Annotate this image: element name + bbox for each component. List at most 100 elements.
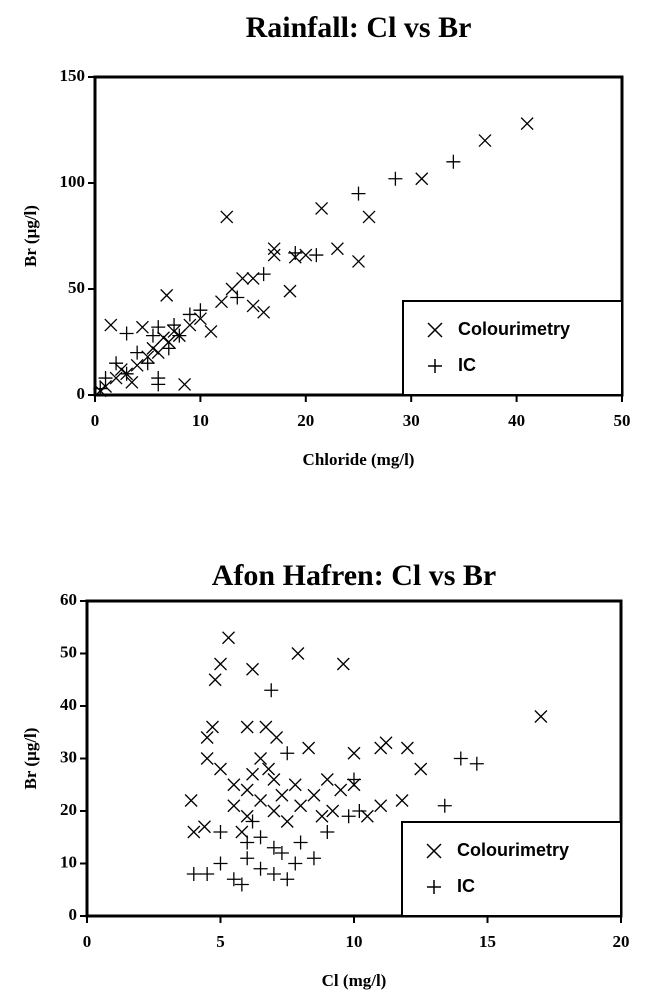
legend-marker: [427, 322, 443, 338]
marker: [253, 861, 268, 876]
marker: [119, 326, 134, 341]
marker: [214, 762, 227, 776]
marker: [204, 324, 218, 338]
marker: [140, 356, 155, 371]
marker: [360, 809, 374, 823]
marker: [266, 867, 281, 881]
marker: [235, 825, 249, 839]
y-axis-label: Br (µg/l): [21, 205, 40, 267]
marker: [341, 809, 356, 824]
marker: [267, 773, 281, 786]
marker: [109, 356, 124, 371]
legend-label: Colourimetry: [458, 319, 570, 339]
marker: [183, 318, 197, 332]
legend-label: IC: [458, 355, 476, 375]
marker: [125, 375, 139, 389]
marker: [352, 254, 365, 268]
marker: [280, 815, 294, 828]
legend-marker: [428, 359, 442, 373]
x-tick-label: 20: [613, 932, 630, 951]
marker: [187, 825, 201, 839]
marker: [225, 282, 239, 296]
y-tick-label: 60: [60, 590, 77, 609]
marker: [283, 284, 297, 298]
marker: [98, 371, 113, 386]
y-tick-label: 0: [69, 905, 78, 924]
marker: [246, 767, 259, 781]
y-tick-label: 10: [60, 852, 77, 871]
marker: [220, 210, 234, 224]
marker: [262, 762, 276, 776]
marker: [130, 358, 144, 372]
marker: [388, 171, 403, 186]
y-tick-label: 100: [60, 172, 86, 191]
marker: [253, 830, 268, 845]
marker: [299, 248, 313, 262]
marker: [200, 731, 214, 744]
y-tick-label: 20: [60, 800, 77, 819]
marker: [254, 794, 268, 807]
marker: [198, 820, 211, 834]
marker: [184, 794, 198, 807]
marker: [326, 804, 340, 818]
marker: [93, 381, 108, 396]
marker: [302, 741, 316, 755]
marker: [193, 303, 208, 318]
x-tick-label: 5: [216, 932, 225, 951]
marker: [257, 305, 271, 319]
marker: [227, 778, 241, 792]
marker: [99, 380, 112, 393]
marker: [130, 345, 145, 360]
marker: [246, 662, 259, 676]
marker: [240, 783, 254, 797]
marker: [288, 856, 303, 871]
marker: [280, 746, 295, 761]
x-axis-label: Chloride (mg/l): [303, 450, 415, 469]
marker: [374, 799, 388, 813]
marker: [135, 320, 149, 334]
marker: [213, 825, 228, 839]
x-tick-label: 20: [297, 411, 314, 430]
y-tick-label: 50: [60, 642, 77, 661]
marker: [414, 762, 428, 776]
marker: [415, 172, 429, 186]
y-tick-label: 50: [68, 278, 85, 297]
legend-marker: [427, 880, 441, 894]
marker: [240, 720, 254, 734]
marker: [437, 798, 452, 813]
legend-marker: [426, 843, 442, 859]
marker: [306, 851, 321, 866]
plot-frame: [93, 75, 624, 397]
y-tick-label: 40: [60, 695, 77, 714]
marker: [288, 778, 302, 792]
x-tick-label: 0: [91, 411, 100, 430]
marker: [266, 840, 281, 855]
y-tick-label: 150: [60, 66, 86, 85]
marker: [151, 371, 166, 386]
marker: [520, 117, 534, 131]
marker: [236, 271, 250, 285]
x-tick-label: 15: [479, 932, 496, 951]
marker: [222, 631, 235, 645]
marker: [534, 710, 548, 723]
marker: [275, 788, 289, 802]
marker: [330, 242, 344, 256]
marker: [347, 746, 361, 760]
marker: [395, 794, 409, 807]
marker: [151, 320, 166, 335]
marker: [230, 290, 245, 305]
marker: [291, 647, 305, 660]
marker: [186, 867, 201, 881]
marker: [280, 872, 295, 887]
x-tick-label: 0: [83, 932, 92, 951]
marker: [167, 318, 182, 333]
marker: [213, 856, 228, 871]
marker: [240, 835, 255, 850]
y-tick-label: 30: [60, 747, 77, 766]
marker: [200, 752, 214, 765]
legend-box: [401, 821, 622, 917]
marker: [245, 814, 260, 829]
marker: [160, 288, 174, 302]
chart-title: Afon Hafren: Cl vs Br: [212, 559, 496, 592]
marker: [307, 788, 321, 802]
